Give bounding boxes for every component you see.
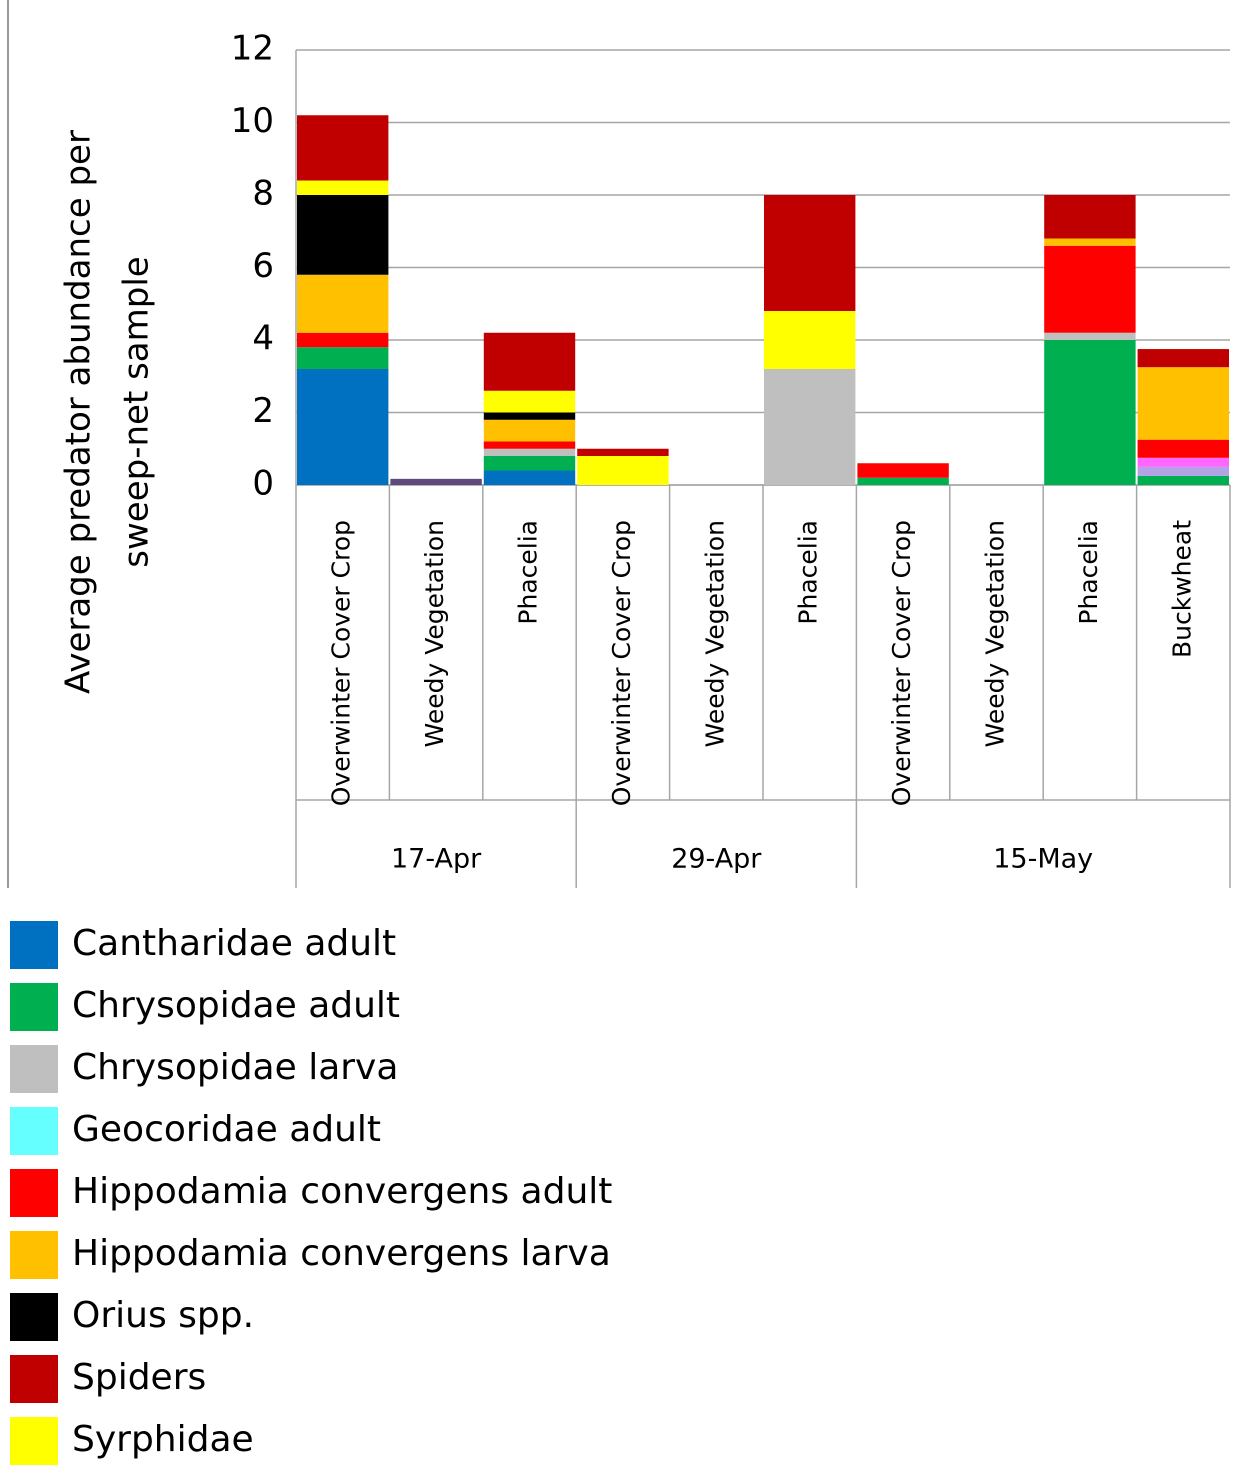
y-tick-label: 8: [252, 174, 274, 214]
bar-segment: [1137, 367, 1229, 440]
legend-swatch: [10, 1169, 58, 1217]
bar-segment: [483, 456, 576, 471]
bar-segment: [297, 180, 389, 195]
y-tick-label: 6: [252, 246, 274, 286]
bar-segment: [297, 369, 389, 485]
legend-label: Chrysopidae adult: [72, 985, 400, 1026]
x-tick-label: Overwinter Cover Crop: [607, 520, 636, 806]
bar-segment: [483, 470, 576, 485]
bar-segment: [1044, 238, 1136, 246]
x-tick-label: Phacelia: [794, 520, 823, 625]
legend-label: Syrphidae: [72, 1419, 254, 1460]
x-tick-label: Weedy Vegetation: [420, 520, 449, 747]
bar-segment: [857, 463, 949, 478]
legend-swatch: [10, 983, 58, 1031]
legend-swatch: [10, 1293, 58, 1341]
legend-swatch: [10, 1045, 58, 1093]
legend-label: Spiders: [72, 1357, 206, 1398]
bar-segment: [297, 274, 389, 333]
bar-segment: [764, 369, 856, 485]
y-axis-title: sweep-net sample: [117, 256, 157, 567]
bar-segment: [297, 332, 389, 348]
bar-segment: [483, 448, 576, 456]
bar-segment: [1137, 475, 1229, 485]
y-tick-label: 0: [252, 464, 274, 504]
bar-segment: [483, 441, 576, 449]
bar-segment: [1137, 457, 1229, 467]
x-tick-label: Weedy Vegetation: [981, 520, 1010, 747]
x-tick-label: Buckwheat: [1167, 520, 1196, 658]
legend-label: Hippodamia convergens larva: [72, 1233, 611, 1274]
y-tick-label: 12: [231, 29, 274, 69]
bar-segment: [297, 347, 389, 369]
x-tick-label: Overwinter Cover Crop: [327, 520, 356, 806]
y-tick-label: 10: [231, 101, 274, 141]
bar-segment: [1044, 340, 1136, 485]
group-label: 15-May: [993, 844, 1093, 875]
bar-segment: [764, 195, 856, 311]
legend-label: Hippodamia convergens adult: [72, 1171, 612, 1212]
legend-label: Chrysopidae larva: [72, 1047, 398, 1088]
legend-label: Cantharidae adult: [72, 923, 396, 964]
bar-segment: [577, 448, 669, 456]
legend-label: Orius spp.: [72, 1295, 254, 1336]
bar-segment: [1044, 245, 1136, 333]
bar-segment: [857, 477, 949, 485]
y-tick-label: 2: [252, 391, 274, 431]
legend-swatch: [10, 1417, 58, 1465]
x-tick-label: Phacelia: [1074, 520, 1103, 625]
bar-segment: [483, 332, 576, 391]
bar-segment: [297, 115, 389, 181]
bar-segment: [1137, 439, 1229, 458]
bar-segment: [483, 412, 576, 420]
bar-segment: [577, 456, 669, 485]
bar-segment: [1044, 332, 1136, 340]
x-tick-label: Weedy Vegetation: [700, 520, 729, 747]
group-label: 17-Apr: [391, 844, 482, 875]
group-label: 29-Apr: [671, 844, 762, 875]
bar-segment: [1044, 195, 1136, 239]
y-tick-label: 4: [252, 319, 274, 359]
legend-swatch: [10, 1231, 58, 1279]
bar-segment: [390, 478, 482, 485]
bar-segment: [764, 311, 856, 369]
legend-swatch: [10, 1355, 58, 1403]
x-tick-label: Phacelia: [514, 520, 543, 625]
bar-segment: [483, 390, 576, 413]
x-tick-label: Overwinter Cover Crop: [887, 520, 916, 806]
legend-label: Geocoridae adult: [72, 1109, 381, 1150]
bar-segment: [297, 195, 389, 275]
legend-swatch: [10, 1107, 58, 1155]
bar-segment: [1137, 466, 1229, 476]
y-axis-title: Average predator abundance per: [59, 130, 99, 694]
bar-segment: [483, 419, 576, 442]
bar-segment: [1137, 349, 1229, 368]
legend-swatch: [10, 921, 58, 969]
